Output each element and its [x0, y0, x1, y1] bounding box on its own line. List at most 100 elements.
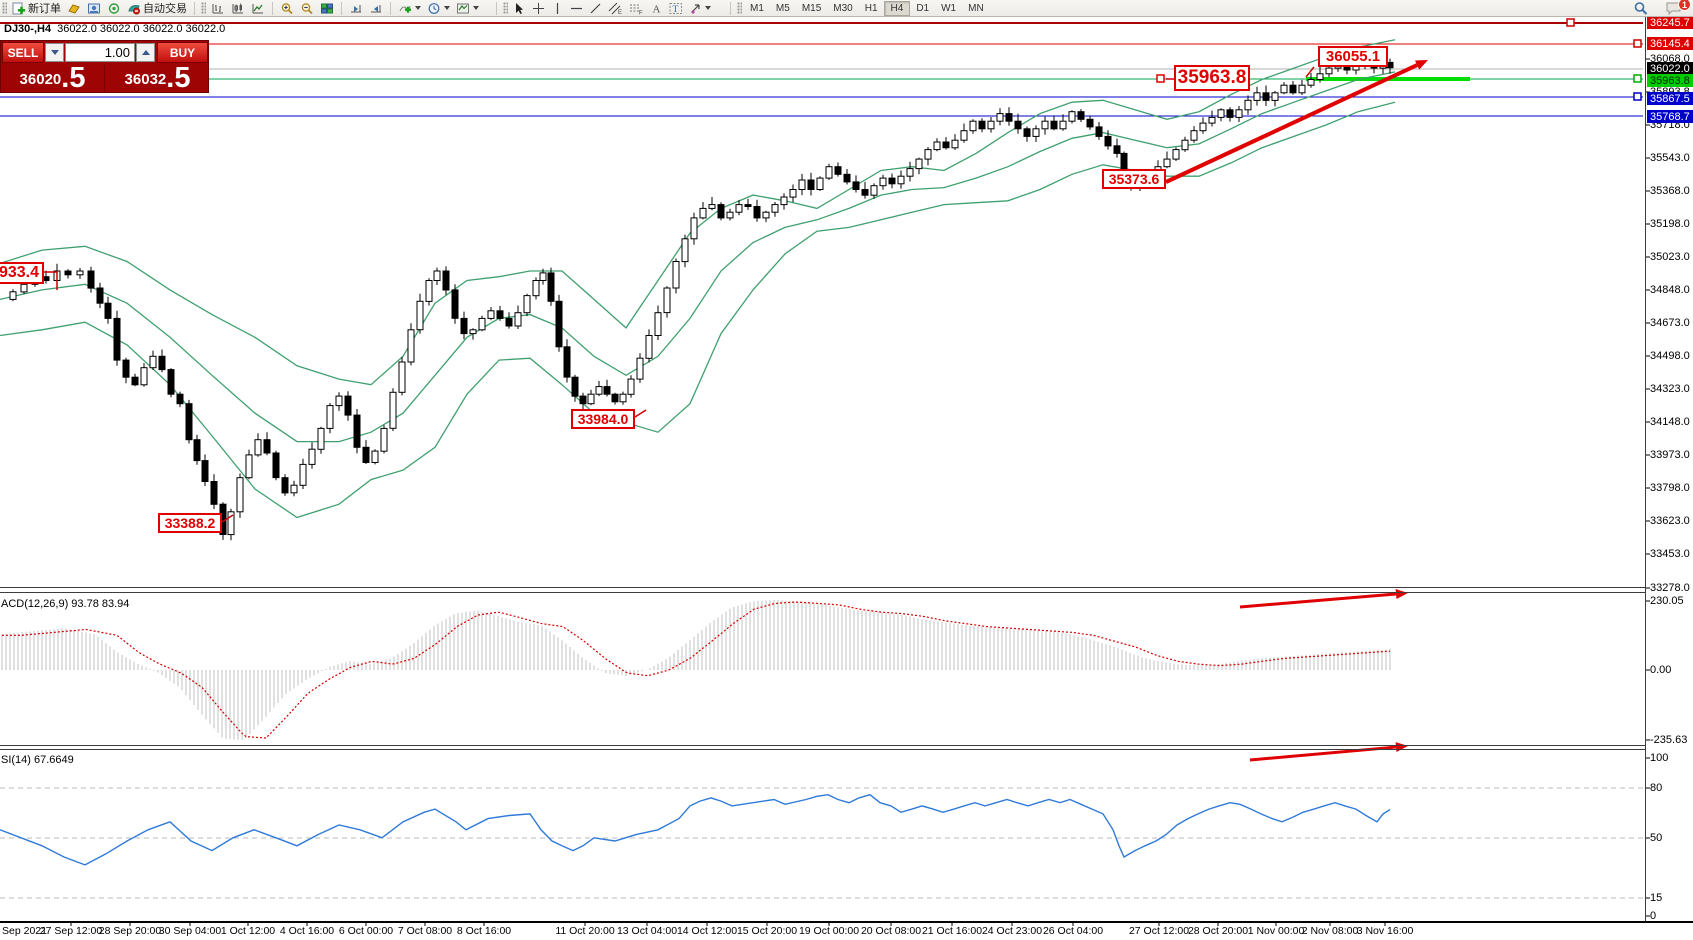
equidistant-channel-icon: E — [608, 2, 622, 15]
search-icon — [1634, 2, 1648, 15]
time-axis-label: 21 Oct 16:00 — [921, 925, 983, 937]
navigator-button[interactable] — [104, 1, 124, 16]
toolbar-grip[interactable] — [2, 2, 7, 14]
arrows-icon — [691, 3, 700, 14]
new-order-label: 新订单 — [28, 3, 61, 15]
axis-tick-label: -235.63 — [1650, 734, 1688, 746]
panel-separator[interactable] — [0, 745, 1645, 746]
vertical-line-tool-button[interactable] — [548, 1, 567, 16]
timeframe-m1-button[interactable]: M1 — [750, 2, 764, 14]
price-axis-line — [1645, 15, 1646, 922]
axis-tick-label: 100 — [1650, 752, 1669, 764]
new-order-icon — [12, 2, 25, 14]
timeframe-h1-button[interactable]: H1 — [864, 2, 878, 14]
periods-button[interactable] — [424, 1, 453, 16]
timeframe-m5-button[interactable]: M5 — [775, 2, 790, 14]
volume-increase-button[interactable] — [136, 43, 155, 62]
time-axis-label: 8 Oct 16:00 — [456, 925, 512, 937]
macd-label: ACD(12,26,9) 93.78 83.94 — [1, 598, 130, 610]
axis-tick-label: 230.05 — [1650, 595, 1684, 607]
volume-decrease-button[interactable] — [45, 43, 64, 62]
time-axis-label: 1 Oct 12:00 — [220, 925, 276, 937]
timeframe-m30-button[interactable]: M30 — [833, 2, 853, 14]
time-axis-label: 15 Oct 20:00 — [736, 925, 798, 937]
sell-price[interactable]: 36020.5 — [1, 62, 104, 94]
chevron-down-icon — [50, 50, 59, 55]
line-chart-icon — [252, 3, 263, 13]
text-tool-button[interactable]: A — [647, 1, 666, 16]
time-axis-label: 1 Nov 00:00 — [1247, 925, 1305, 937]
auto-scroll-button[interactable] — [346, 1, 366, 16]
toolbar-separator — [390, 1, 391, 15]
tile-windows-icon — [321, 3, 333, 13]
search-button[interactable] — [1630, 1, 1652, 16]
buy-price[interactable]: 36032.5 — [106, 64, 209, 93]
price-level-badge: 35963.8 — [1647, 74, 1693, 87]
time-axis-label: 28 Sep 20:00 — [98, 925, 162, 937]
toolbar: 新订单 自动交易 — [0, 0, 1693, 17]
templates-button[interactable] — [453, 1, 482, 16]
notifications-button[interactable]: 1 — [1662, 0, 1691, 16]
zoom-out-icon — [301, 2, 313, 14]
price-divider — [104, 65, 105, 93]
market-watch-icon — [68, 3, 80, 14]
horizontal-line-tool-button[interactable] — [567, 1, 586, 16]
bar-chart-icon — [212, 3, 223, 13]
market-watch-button[interactable] — [64, 1, 84, 16]
axis-tick-label: 15 — [1650, 892, 1663, 904]
fibonacci-tool-button[interactable]: F — [626, 1, 647, 16]
toolbar-separator — [272, 1, 273, 15]
sell-button[interactable]: SELL — [2, 42, 44, 63]
panel-separator[interactable] — [0, 749, 1645, 750]
sell-price-fraction: .5 — [61, 62, 86, 94]
crosshair-tool-button[interactable] — [529, 1, 548, 16]
time-axis-label: 2 Nov 08:00 — [1301, 925, 1359, 937]
timeframe-w1-button[interactable]: W1 — [941, 2, 957, 14]
time-axis-label: 24 Oct 23:00 — [981, 925, 1043, 937]
price-level-badge: 35768.7 — [1647, 110, 1693, 123]
trendline-tool-button[interactable] — [586, 1, 605, 16]
axis-tick-label: 33973.0 — [1650, 449, 1690, 461]
chart-shift-button[interactable] — [366, 1, 386, 16]
price-level-badge: 36245.7 — [1647, 16, 1693, 29]
buy-button[interactable]: BUY — [157, 42, 208, 63]
price-annotation: 35963.8 — [1174, 65, 1250, 91]
equidistant-channel-tool-button[interactable]: E — [605, 1, 626, 16]
text-label-tool-button[interactable]: T — [666, 1, 686, 16]
svg-text:T: T — [673, 5, 679, 15]
indicators-button[interactable] — [395, 1, 424, 16]
volume-input[interactable] — [65, 43, 135, 62]
timeframe-m15-button[interactable]: M15 — [801, 2, 822, 14]
price-level-badge: 36022.0 — [1647, 62, 1693, 75]
bar-chart-button[interactable] — [208, 1, 228, 16]
toolbar-grip[interactable] — [737, 2, 742, 14]
candlestick-chart-button[interactable] — [228, 1, 248, 16]
text-label-icon: T — [669, 2, 682, 15]
indicators-caret-icon — [415, 6, 421, 10]
axis-tick-label: 35198.0 — [1650, 218, 1690, 230]
zoom-out-button[interactable] — [297, 1, 317, 16]
price-annotation: 36055.1 — [1318, 46, 1388, 67]
time-axis-label: 14 Oct 12:00 — [676, 925, 738, 937]
auto-trade-button[interactable]: 自动交易 — [124, 1, 190, 16]
panel-separator[interactable] — [0, 587, 1645, 588]
axis-tick-label: 33278.0 — [1650, 582, 1690, 594]
timeframe-h4-button[interactable]: H4 — [883, 0, 911, 16]
text-icon: A — [653, 3, 661, 15]
cursor-tool-button[interactable] — [510, 1, 529, 16]
new-order-button[interactable]: 新订单 — [9, 1, 64, 16]
data-window-button[interactable] — [84, 1, 104, 16]
timeframe-d1-button[interactable]: D1 — [916, 2, 930, 14]
zoom-in-button[interactable] — [277, 1, 297, 16]
line-chart-button[interactable] — [248, 1, 268, 16]
svg-text:F: F — [639, 10, 643, 15]
tile-windows-button[interactable] — [317, 1, 337, 16]
time-axis-label: 3 Nov 16:00 — [1356, 925, 1414, 937]
toolbar-grip[interactable] — [201, 2, 206, 14]
timeframe-mn-button[interactable]: MN — [968, 2, 984, 14]
toolbar-grip[interactable] — [503, 2, 508, 14]
arrows-tool-button[interactable] — [686, 1, 714, 16]
panel-separator[interactable] — [0, 592, 1645, 593]
